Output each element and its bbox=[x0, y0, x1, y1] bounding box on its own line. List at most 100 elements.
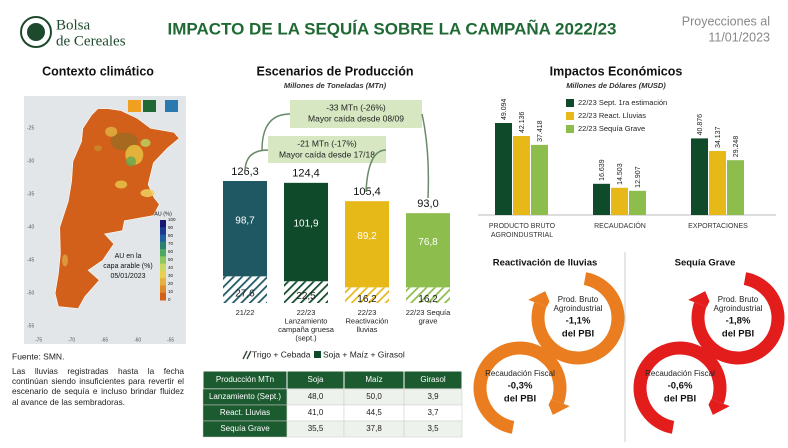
table-cell-text: 48,0 bbox=[308, 392, 324, 401]
table-cell-text: Sequía Grave bbox=[220, 424, 270, 433]
map-y-tick: -25 bbox=[27, 126, 34, 132]
legend-tick: 20 bbox=[168, 281, 174, 286]
bar bbox=[727, 160, 744, 215]
partner-logo bbox=[128, 100, 141, 112]
legend-tick: 10 bbox=[168, 289, 174, 294]
climate-text: Las lluvias registradas hasta la fecha c… bbox=[12, 366, 184, 407]
bar-segment bbox=[406, 287, 450, 303]
value-label: 37.418 bbox=[537, 120, 544, 142]
map-x-tick: -55 bbox=[167, 337, 174, 343]
ring-inner bbox=[487, 355, 553, 421]
ring-inner bbox=[647, 355, 713, 421]
legend-label: Soja + Maíz + Girasol bbox=[323, 349, 405, 359]
map-note: 05/01/2023 bbox=[110, 273, 145, 280]
value-label: 40.876 bbox=[697, 114, 704, 136]
bar bbox=[709, 151, 726, 215]
source: Fuente: SMN. bbox=[12, 351, 64, 361]
total-label: 105,4 bbox=[353, 186, 381, 198]
table-cell-text: 35,5 bbox=[308, 424, 324, 433]
scenario-title: Reactivación de lluvias bbox=[493, 258, 598, 269]
table-cell-text: 3,7 bbox=[427, 408, 439, 417]
item-unit: del PBI bbox=[504, 394, 536, 405]
legend-swatch bbox=[160, 292, 166, 301]
annotation: Mayor caída desde 17/18 bbox=[279, 149, 375, 159]
total-label: 93,0 bbox=[417, 198, 438, 210]
item-unit: del PBI bbox=[562, 329, 594, 340]
map-y-tick: -30 bbox=[27, 159, 34, 165]
table-cell-text: 50,0 bbox=[366, 392, 382, 401]
chart-subtitle: Millones de Toneladas (MTn) bbox=[284, 81, 387, 90]
legend-tick: 90 bbox=[168, 225, 174, 230]
bar-segment bbox=[345, 287, 389, 303]
map-moisture bbox=[126, 156, 136, 167]
category-label: lluvias bbox=[357, 325, 378, 334]
projection: Proyecciones al bbox=[682, 14, 770, 28]
map-x-tick: -60 bbox=[134, 337, 141, 343]
category-label: campaña gruesa bbox=[278, 325, 335, 334]
annotation: -33 MTn (-26%) bbox=[326, 102, 386, 112]
item-label: Agroindustrial bbox=[554, 304, 603, 313]
section-title: Contexto climático bbox=[42, 64, 154, 78]
value-label: 14.503 bbox=[617, 163, 624, 185]
item-label: Recaudación Fiscal bbox=[485, 369, 555, 378]
map-country bbox=[54, 108, 180, 309]
org-name: de Cereales bbox=[56, 33, 126, 49]
ring-arrow bbox=[691, 272, 785, 365]
legend-swatch bbox=[160, 285, 166, 294]
table-header: Maíz bbox=[365, 375, 382, 384]
legend-swatch bbox=[160, 234, 166, 243]
legend-tick: 80 bbox=[168, 233, 174, 238]
legend-label: 22/23 Sequía Grave bbox=[578, 124, 645, 133]
legend-label: 22/23 Sept. 1ra estimación bbox=[578, 98, 667, 107]
value-label: 29.248 bbox=[733, 136, 740, 158]
value-label: 22,5 bbox=[296, 291, 316, 302]
item-label: Prod. Bruto bbox=[718, 295, 759, 304]
legend-label: Trigo + Cebada bbox=[252, 349, 311, 359]
value-label: 98,7 bbox=[235, 215, 255, 226]
item-label: Agroindustrial bbox=[714, 304, 763, 313]
item-label: Recaudación Fiscal bbox=[645, 369, 715, 378]
bar bbox=[513, 136, 530, 215]
table-header: Soja bbox=[307, 375, 324, 384]
category-label: (sept.) bbox=[295, 333, 317, 342]
table-header: Girasol bbox=[420, 375, 446, 384]
ring-inner bbox=[545, 285, 611, 351]
legend-label: 22/23 React. Lluvias bbox=[578, 111, 646, 120]
table-cell-text: 3,5 bbox=[427, 424, 439, 433]
legend-swatch bbox=[160, 270, 166, 279]
category-label: 22/23 bbox=[297, 308, 316, 317]
item-value: -1,1% bbox=[566, 316, 591, 327]
map-x-tick: -65 bbox=[101, 337, 108, 343]
legend-swatch bbox=[160, 263, 166, 272]
annotation-box bbox=[290, 100, 422, 128]
value-label: 16,2 bbox=[357, 294, 377, 305]
total-label: 124,4 bbox=[292, 168, 320, 180]
bar-segment bbox=[345, 201, 389, 288]
bar bbox=[495, 123, 512, 215]
value-label: 89,2 bbox=[357, 231, 377, 242]
legend-swatch bbox=[160, 220, 166, 228]
map-y-tick: -50 bbox=[27, 291, 34, 297]
ring-arrow bbox=[473, 341, 567, 434]
arrow-head bbox=[705, 397, 730, 415]
legend-tick: 100 bbox=[168, 217, 176, 222]
map-x-tick: -75 bbox=[35, 337, 42, 343]
category-label: Reactivación bbox=[346, 316, 389, 325]
main-title: IMPACTO DE LA SEQUÍA SOBRE LA CAMPAÑA 20… bbox=[168, 18, 617, 38]
bar-segment bbox=[284, 182, 328, 282]
table-cell-text: Lanzamiento (Sept.) bbox=[209, 392, 281, 401]
bar-segment bbox=[223, 181, 267, 277]
table-cell bbox=[403, 420, 463, 438]
category-label: 21/22 bbox=[236, 308, 255, 317]
bar bbox=[691, 138, 708, 215]
map-note: capa arable (%) bbox=[103, 263, 152, 270]
legend-tick: 0 bbox=[168, 297, 171, 302]
map-note: AU en la bbox=[115, 253, 142, 260]
category-label: RECAUDACIÓN bbox=[594, 221, 646, 230]
legend-title: AU (%) bbox=[154, 211, 172, 217]
bar bbox=[611, 187, 628, 215]
map-y-tick: -40 bbox=[27, 225, 34, 231]
annotation-arrow bbox=[365, 149, 387, 193]
chart-title: Escenarios de Producción bbox=[257, 64, 414, 78]
